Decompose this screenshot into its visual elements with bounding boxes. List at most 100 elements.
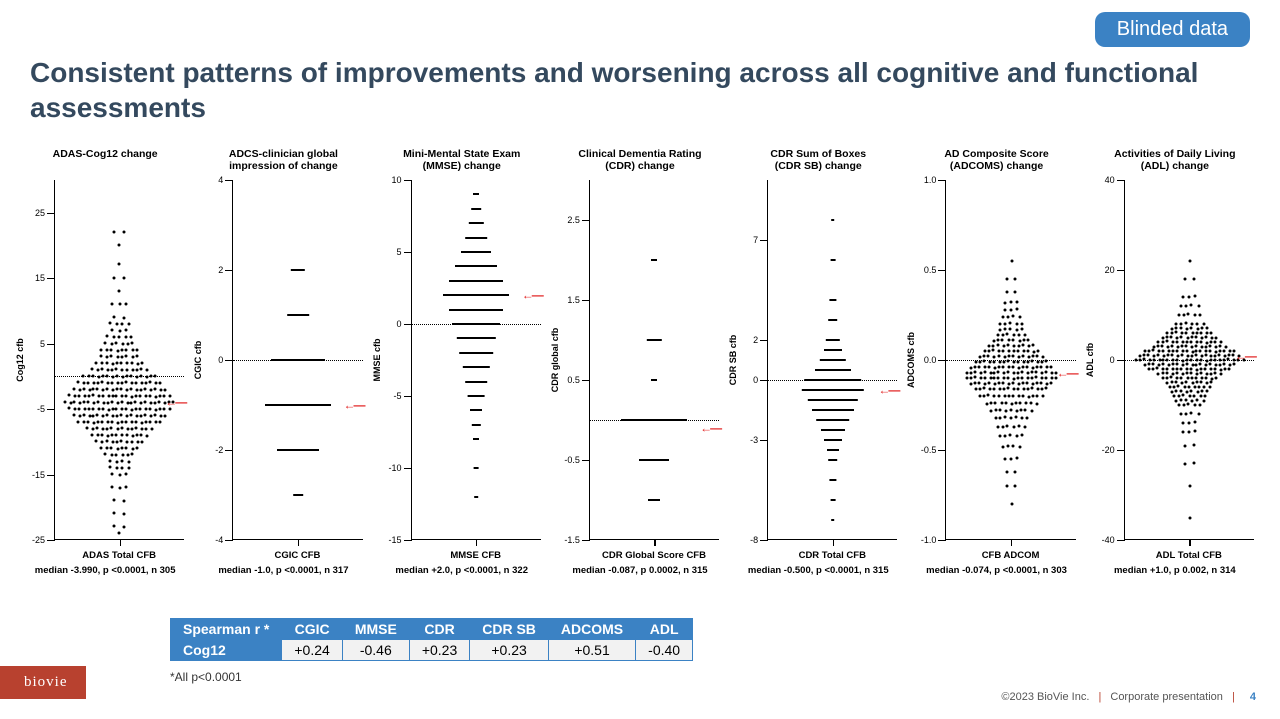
data-point — [1018, 366, 1021, 369]
data-point — [1010, 402, 1013, 405]
y-axis-label: CGIC cfb — [193, 341, 203, 380]
data-point — [1171, 363, 1174, 366]
data-point — [144, 401, 147, 404]
data-point — [73, 401, 76, 404]
data-point — [1011, 394, 1014, 397]
data-bar — [471, 208, 481, 210]
data-point — [130, 421, 133, 424]
data-point — [91, 394, 94, 397]
data-point — [1003, 377, 1006, 380]
data-point — [113, 315, 116, 318]
y-tick-label: -10 — [389, 463, 402, 473]
data-point — [157, 401, 160, 404]
data-point — [144, 427, 147, 430]
data-point — [988, 365, 991, 368]
data-point — [135, 368, 138, 371]
data-point — [140, 382, 143, 385]
plot-area: -40-2002040←— — [1124, 180, 1254, 540]
baseline — [946, 360, 1075, 361]
data-bar — [265, 404, 331, 406]
y-tick-label: 20 — [1105, 265, 1115, 275]
data-point — [1012, 315, 1015, 318]
data-bar — [830, 259, 835, 261]
data-point — [1192, 277, 1195, 280]
data-point — [144, 421, 147, 424]
data-point — [87, 381, 90, 384]
chart-column: CDR Sum of Boxes(CDR SB) changeCDR SB cf… — [731, 148, 905, 576]
data-point — [130, 382, 133, 385]
data-point — [120, 361, 123, 364]
y-tick-label: 0 — [753, 375, 758, 385]
data-point — [123, 277, 126, 280]
data-point — [1215, 350, 1218, 353]
data-point — [1191, 332, 1194, 335]
data-point — [1206, 381, 1209, 384]
data-point — [126, 342, 129, 345]
data-point — [136, 415, 139, 418]
data-point — [1008, 350, 1011, 353]
data-point — [158, 421, 161, 424]
data-point — [1195, 341, 1198, 344]
y-tick-label: -40 — [1102, 535, 1115, 545]
data-bar — [455, 265, 497, 267]
data-point — [1004, 434, 1007, 437]
data-point — [125, 375, 128, 378]
data-point — [1002, 365, 1005, 368]
data-point — [1042, 355, 1045, 358]
data-point — [1205, 350, 1208, 353]
data-bar — [293, 494, 303, 496]
data-point — [1213, 358, 1216, 361]
data-point — [126, 402, 129, 405]
data-point — [140, 401, 143, 404]
data-point — [110, 348, 113, 351]
data-bar — [271, 359, 325, 361]
data-point — [1021, 417, 1024, 420]
data-point — [139, 433, 142, 436]
data-point — [1017, 377, 1020, 380]
data-point — [1168, 386, 1171, 389]
data-point — [1025, 402, 1028, 405]
chart-caption: median -1.0, p <0.0001, n 317 — [218, 565, 348, 576]
data-point — [1025, 416, 1028, 419]
chart-title: AD Composite Score(ADCOMS) change — [942, 148, 1050, 178]
data-point — [973, 376, 976, 379]
data-point — [993, 371, 996, 374]
data-point — [1022, 361, 1025, 364]
data-point — [997, 371, 1000, 374]
blinded-badge: Blinded data — [1095, 12, 1250, 47]
data-point — [135, 395, 138, 398]
data-bar — [651, 379, 657, 381]
data-bar — [291, 269, 305, 271]
data-point — [1007, 371, 1010, 374]
data-point — [1002, 360, 1005, 363]
plot-area: -8-3027←— — [767, 180, 897, 540]
data-point — [982, 387, 985, 390]
data-point — [121, 466, 124, 469]
data-point — [90, 433, 93, 436]
data-point — [97, 421, 100, 424]
chart-caption: median -0.074, p <0.0001, n 303 — [926, 565, 1067, 576]
data-point — [1200, 381, 1203, 384]
median-arrow-icon: ←— — [344, 398, 364, 412]
data-point — [123, 316, 126, 319]
data-bar — [828, 459, 838, 461]
data-point — [1188, 395, 1191, 398]
data-point — [1040, 381, 1043, 384]
data-point — [1008, 366, 1011, 369]
data-point — [101, 375, 104, 378]
data-point — [974, 388, 977, 391]
data-bar — [651, 259, 657, 261]
data-point — [1031, 371, 1034, 374]
data-point — [131, 408, 134, 411]
data-point — [1003, 355, 1006, 358]
data-point — [115, 368, 118, 371]
data-point — [1021, 344, 1024, 347]
data-point — [1143, 354, 1146, 357]
data-point — [115, 342, 118, 345]
data-point — [1161, 349, 1164, 352]
data-point — [1165, 340, 1168, 343]
data-point — [1179, 326, 1182, 329]
data-point — [1176, 354, 1179, 357]
corr-cell: -0.40 — [636, 640, 693, 661]
data-point — [77, 420, 80, 423]
